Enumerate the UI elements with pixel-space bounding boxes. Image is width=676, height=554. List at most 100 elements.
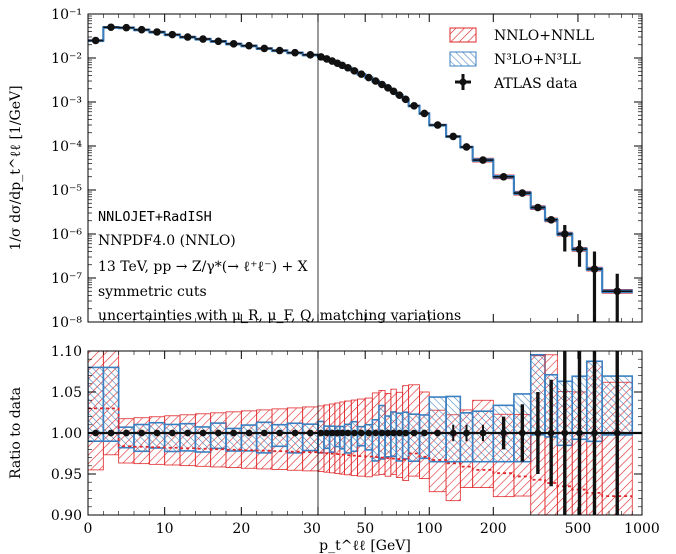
- ratio-point: [214, 429, 222, 437]
- n3lo-ratio-band-bin: [395, 412, 404, 462]
- data-point: [338, 61, 347, 70]
- data-point: [183, 33, 192, 41]
- ratio-y-tick-label: 1.10: [51, 344, 82, 360]
- ratio-point: [396, 429, 403, 437]
- ratio-point: [138, 429, 146, 437]
- data-point: [107, 23, 115, 32]
- ratio-point: [107, 429, 115, 437]
- data-point: [245, 41, 253, 50]
- ratio-point: [338, 429, 346, 437]
- x-tick-label: 0: [84, 521, 93, 537]
- ratio-y-tick-label: 1.00: [51, 426, 82, 442]
- nnlo-ratio-central: [88, 407, 633, 498]
- y-tick-label: 10⁻¹: [51, 7, 82, 23]
- ratio-point: [420, 429, 428, 437]
- ratio-point: [350, 429, 358, 437]
- n3lo-ratio-band-bin: [102, 366, 120, 442]
- data-point: [378, 80, 386, 89]
- data-point: [389, 87, 398, 96]
- info-line-generator: NNLOJET+RadISH: [98, 209, 212, 225]
- legend-label-n3lo: N³LO+N³LL: [494, 52, 581, 68]
- x-tick-label: 20: [232, 521, 250, 537]
- data-point: [350, 67, 359, 75]
- x-tick-label: 30: [303, 521, 321, 537]
- ratio-point: [613, 429, 621, 437]
- ratio-point: [372, 429, 380, 437]
- ratio-point: [333, 429, 341, 437]
- ratio-point: [561, 429, 569, 437]
- ratio-point: [357, 429, 365, 437]
- n3lo-ratio-band-bin: [255, 421, 273, 454]
- n3lo-ratio-band-bin: [343, 423, 353, 454]
- ratio-point: [328, 429, 336, 437]
- n3lo-ratio-band-bin: [179, 422, 197, 452]
- data-point: [229, 40, 238, 48]
- data-point: [153, 28, 161, 36]
- ratio-point: [184, 429, 192, 437]
- ratio-point: [534, 429, 542, 437]
- data-point: [420, 109, 429, 118]
- n3lo-ratio-band-bin: [428, 396, 447, 463]
- ratio-point: [591, 429, 598, 437]
- data-point: [534, 203, 542, 212]
- data-point: [168, 30, 177, 39]
- n3lo-ratio-band-bin: [301, 423, 319, 452]
- ratio-point: [410, 429, 418, 437]
- data-point: [291, 48, 299, 57]
- info-line-uncertainties: uncertainties with μ_R, μ_F, Q, matching…: [98, 308, 461, 324]
- ratio-point: [245, 429, 253, 437]
- data-point: [613, 287, 622, 296]
- ratio-point: [547, 429, 555, 437]
- data-point: [462, 143, 471, 151]
- data-point: [344, 63, 352, 72]
- data-point: [137, 25, 146, 34]
- n3lo-ratio-band-bin: [364, 423, 374, 451]
- ratio-point: [365, 429, 373, 437]
- ratio-point: [402, 429, 410, 437]
- data-point: [590, 265, 599, 273]
- data-point: [547, 216, 555, 224]
- ratio-point: [153, 429, 161, 437]
- legend-label-nnlo: NNLO+NNLL: [494, 28, 594, 44]
- ratio-point: [317, 429, 325, 437]
- n3lo-ratio-band-bin: [317, 420, 325, 454]
- info-line-process: 13 TeV, pp → Z/γ*(→ ℓ⁺ℓ⁻) + X: [98, 259, 308, 275]
- n3lo-ratio-band-bin: [371, 418, 380, 462]
- data-point: [371, 77, 380, 85]
- y-tick-label: 10⁻⁸: [51, 315, 82, 331]
- data-point: [199, 35, 207, 43]
- data-point: [395, 91, 404, 99]
- ratio-point: [260, 429, 268, 437]
- ratio-point: [449, 429, 457, 437]
- ratio-point: [500, 429, 507, 437]
- data-point: [306, 51, 315, 59]
- data-point: [384, 84, 392, 92]
- ratio-point: [463, 429, 470, 437]
- legend: NNLO+NNLL N³LO+N³LL ATLAS data: [449, 27, 594, 92]
- data-point: [317, 53, 325, 61]
- legend-swatch-nnlo: [449, 27, 477, 43]
- legend-label-data: ATLAS data: [493, 76, 577, 92]
- ratio-point: [306, 429, 314, 437]
- ratio-point: [291, 429, 299, 437]
- data-point: [518, 189, 527, 197]
- data-point: [410, 101, 418, 110]
- ratio-y-tick-label: 0.90: [51, 508, 82, 524]
- n3lo-ratio-band-bin: [163, 423, 181, 453]
- legend-marker-data: [455, 74, 471, 90]
- y-tick-label: 10⁻⁶: [51, 227, 82, 243]
- y-tick-label: 10⁻⁷: [51, 271, 82, 287]
- x-tick-label: 500: [565, 521, 592, 537]
- y-tick-label: 10⁻²: [51, 51, 82, 67]
- ratio-point: [168, 429, 176, 437]
- x-tick-label: 1000: [624, 521, 660, 537]
- n3lo-ratio-band-bin: [350, 420, 359, 453]
- data-point: [499, 172, 508, 181]
- ratio-point: [390, 429, 397, 437]
- data-point: [91, 36, 100, 45]
- data-point: [401, 95, 410, 104]
- ratio-point: [199, 429, 207, 437]
- top-ylabel: 1/σ dσ/dp_t^ℓℓ [1/GeV]: [8, 85, 24, 250]
- ratio-point: [344, 429, 352, 437]
